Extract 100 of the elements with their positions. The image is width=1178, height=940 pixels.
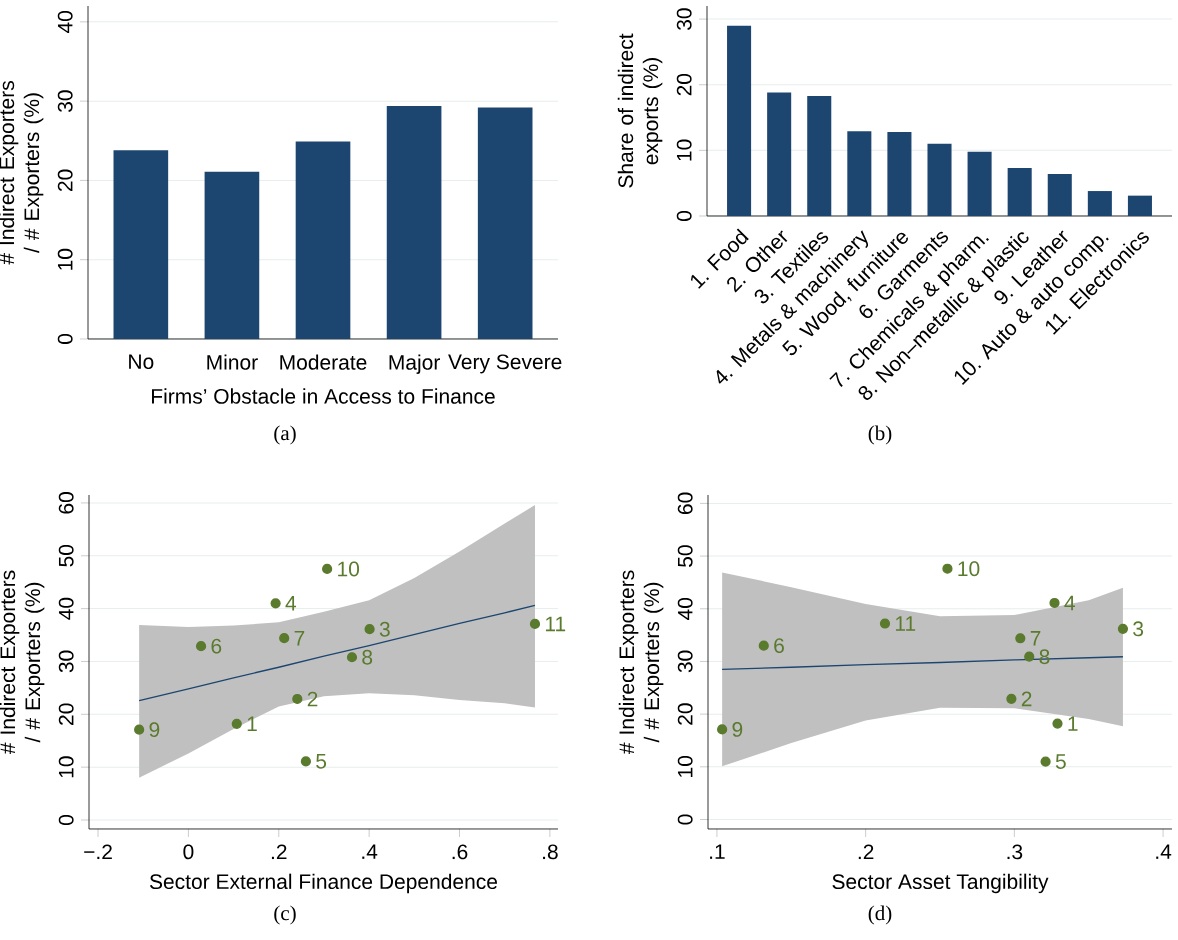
y-tick-label: 0: [57, 333, 73, 345]
y-tick-label: 20: [677, 703, 693, 725]
y-tick-label: 30: [677, 650, 693, 673]
x-axis-title: Firms’ Obstacle in Access to Finance: [152, 388, 495, 404]
x-tick-label: .2: [858, 844, 874, 860]
y-tick-label: 10: [58, 756, 74, 778]
bar: [1007, 168, 1032, 216]
bar: [1087, 191, 1112, 216]
x-tick-label: .8: [543, 844, 558, 860]
annotation: 7: [294, 631, 305, 646]
point: [1052, 718, 1063, 729]
bar: [727, 25, 752, 216]
bar: [204, 171, 260, 339]
annotation: 5: [1055, 754, 1066, 769]
x-axis-title: Sector External Finance Dependence: [149, 873, 498, 894]
point: [942, 563, 953, 574]
point: [1006, 693, 1017, 704]
bar: [295, 141, 351, 339]
x-tick-label: Moderate: [280, 354, 367, 370]
x-tick-label: No: [129, 354, 154, 370]
point: [1024, 651, 1035, 662]
x-tick-label: .4: [362, 844, 378, 859]
text: (d): [868, 905, 892, 925]
annotation: 11: [895, 616, 916, 631]
point: [270, 598, 281, 609]
point: [231, 718, 242, 729]
y-tick-label: 20: [57, 169, 73, 192]
x-tick-label: Very Severe: [448, 354, 562, 374]
y-tick-label: 0: [677, 814, 693, 825]
point: [364, 624, 375, 635]
point: [529, 618, 541, 630]
y-axis-title: # Indirect Exporters / # Exporters (%): [0, 570, 45, 755]
y-tick-label: 40: [677, 597, 693, 620]
y-tick-label: 40: [58, 597, 74, 620]
point: [292, 693, 303, 705]
annotation: 2: [307, 691, 318, 707]
x-tick-label: .1: [710, 844, 725, 859]
point: [717, 724, 728, 735]
bar: [477, 107, 533, 339]
point: [279, 633, 290, 644]
y-tick-label: 20: [58, 703, 74, 725]
annotation: 7: [1030, 631, 1041, 646]
y-tick-label: 10: [676, 139, 692, 161]
y-axis-title: Share of indirect exports (%): [617, 33, 663, 188]
x-tick-label: .4: [1156, 844, 1172, 859]
y-tick-label: 40: [57, 10, 73, 34]
annotation: 9: [149, 722, 160, 738]
x-tick-label: .3: [1007, 844, 1023, 860]
bar: [887, 131, 912, 216]
annotation: 6: [211, 638, 222, 654]
bar: [1127, 195, 1152, 216]
bar: [1047, 173, 1072, 216]
y-tick-label: 30: [58, 650, 74, 673]
point: [758, 640, 769, 651]
text: (a): [274, 425, 296, 445]
bar: [847, 131, 872, 216]
annotation: 4: [1064, 595, 1075, 611]
y-tick-label: 50: [677, 545, 693, 567]
annotation: 5: [316, 754, 327, 769]
point: [1049, 597, 1060, 609]
x-tick-label: 0: [183, 844, 194, 860]
annotation: 6: [774, 638, 784, 654]
point: [322, 563, 333, 575]
annotation: 1: [1068, 716, 1078, 731]
annotation: 10: [958, 561, 980, 577]
point: [346, 652, 358, 663]
bar: [113, 150, 169, 339]
y-tick-label: 10: [57, 248, 73, 270]
annotation: 3: [379, 621, 390, 637]
annotation: 3: [1133, 621, 1144, 637]
bar: [767, 92, 792, 216]
bar: [927, 143, 952, 216]
x-tick-label: .2: [271, 844, 287, 860]
y-tick-label: 10: [677, 755, 693, 777]
x-tick-label: Major: [389, 354, 440, 374]
y-tick-label: 0: [58, 814, 74, 826]
x-tick-label: −.2: [84, 844, 112, 860]
text: (b): [868, 425, 892, 445]
annotation: 4: [285, 596, 297, 611]
point: [300, 756, 311, 767]
point: [1015, 633, 1026, 644]
y-tick-label: 60: [58, 492, 74, 514]
annotation: 9: [732, 721, 743, 737]
text: (c): [274, 905, 296, 925]
point: [1117, 623, 1129, 634]
y-axis-title: # Indirect Exporters / # Exporters (%): [618, 570, 664, 755]
bar: [386, 105, 442, 339]
y-tick-label: 30: [676, 8, 692, 30]
x-tick-label: .6: [452, 844, 468, 860]
y-tick-label: 30: [57, 90, 73, 113]
annotation: 1: [247, 716, 257, 732]
x-tick-label: Minor: [207, 354, 258, 370]
point: [1040, 756, 1051, 767]
point: [134, 724, 145, 735]
annotation: 8: [362, 649, 373, 665]
x-axis-title: Sector Asset Tangibility: [832, 873, 1049, 894]
annotation: 11: [545, 616, 566, 632]
point: [879, 618, 891, 629]
annotation: 2: [1021, 691, 1032, 707]
y-tick-label: 20: [676, 73, 692, 96]
